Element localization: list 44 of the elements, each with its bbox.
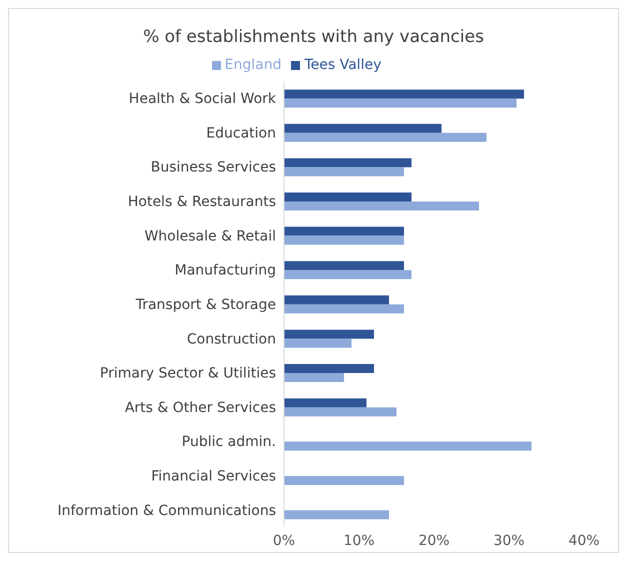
y-tick-label: Transport & Storage <box>134 296 276 313</box>
x-tick-label: 20% <box>418 532 450 549</box>
bar <box>284 98 516 108</box>
y-tick-label: Public admin. <box>182 434 276 450</box>
bar <box>284 330 374 339</box>
y-tick-label: Wholesale & Retail <box>144 228 276 244</box>
y-tick-label: Manufacturing <box>174 262 276 279</box>
bar <box>284 398 366 408</box>
bar <box>284 90 524 99</box>
bar <box>284 158 412 168</box>
y-tick-label: Information & Communications <box>58 502 276 519</box>
bar <box>284 261 404 270</box>
bar <box>284 364 374 374</box>
y-tick-label: Business Services <box>150 160 276 176</box>
bar <box>284 270 412 280</box>
x-tick-label: 40% <box>568 532 600 549</box>
bar <box>284 202 479 210</box>
legend-label: England <box>224 57 282 73</box>
bar <box>284 295 389 304</box>
bar <box>284 192 412 202</box>
bar <box>284 132 486 142</box>
bar <box>284 304 404 314</box>
bar <box>284 167 404 176</box>
x-tick-label: 0% <box>272 532 296 549</box>
y-tick-label: Arts & Other Services <box>124 400 276 416</box>
bar <box>284 236 404 245</box>
y-tick-label: Hotels & Restaurants <box>128 194 276 210</box>
bar <box>284 124 442 133</box>
x-tick-label: 10% <box>343 532 375 549</box>
y-tick-label: Health & Social Work <box>128 91 277 108</box>
bar <box>284 373 344 382</box>
y-tick-label: Education <box>206 125 276 142</box>
legend-label: Tees Valley <box>304 57 382 73</box>
y-tick-label: Construction <box>186 331 276 348</box>
y-tick-label: Primary Sector & Utilities <box>100 366 276 382</box>
chart-title: % of establishments with any vacancies <box>142 26 485 49</box>
bar <box>284 476 404 485</box>
bar <box>284 442 532 451</box>
bar <box>284 510 389 520</box>
x-tick-label: 30% <box>493 532 525 549</box>
y-tick-label: Financial Services <box>151 468 276 485</box>
bar <box>284 338 352 348</box>
bar <box>284 407 396 416</box>
bar <box>284 226 404 236</box>
